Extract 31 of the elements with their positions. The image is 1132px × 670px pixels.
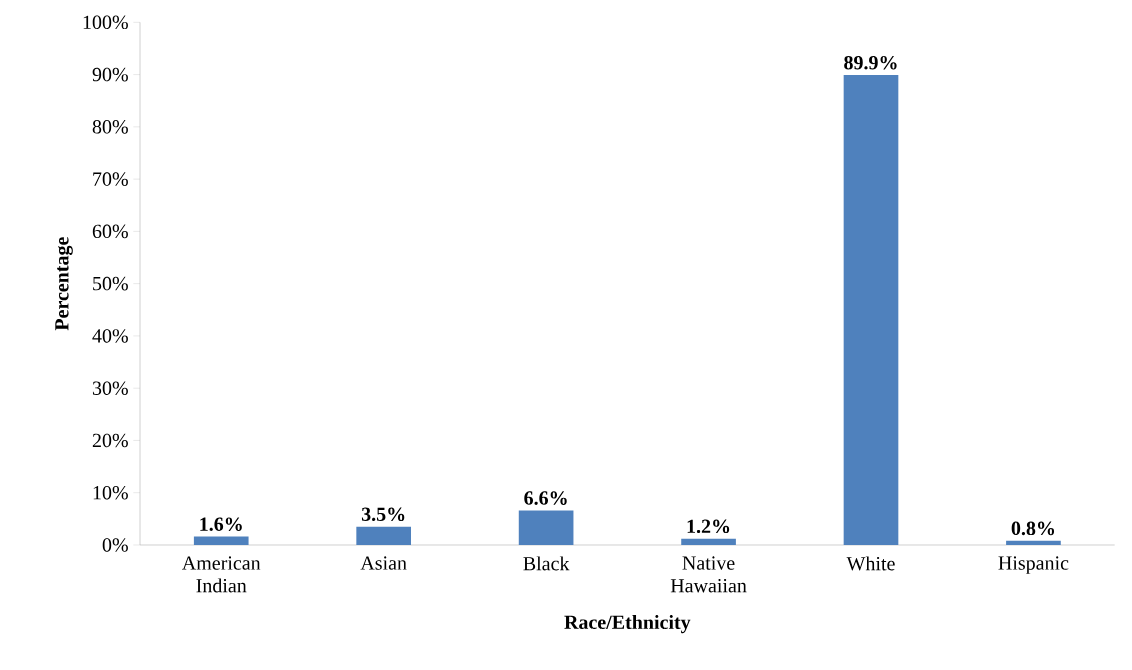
y-tick-label: 90%: [92, 67, 128, 82]
y-tick-label: 60%: [92, 224, 128, 239]
y-tick-label: 50%: [93, 276, 128, 291]
y-tick-label: 100%: [83, 15, 128, 30]
y-tick-label: 10%: [93, 485, 128, 500]
y-tick-label: 40%: [92, 329, 128, 343]
y-tick-label: 30%: [92, 381, 128, 395]
y-tick-label: 80%: [92, 120, 128, 134]
data-label: 1.6%: [200, 517, 242, 532]
x-tick-label: Native Hawaiian: [670, 556, 747, 593]
bar: [1006, 540, 1061, 545]
data-label: 0.8%: [1011, 521, 1055, 536]
y-axis-title: Percentage: [55, 237, 73, 331]
bar: [193, 536, 249, 545]
y-tick-label: 0%: [102, 538, 128, 552]
y-tick-label: 20%: [92, 433, 128, 448]
data-label: 89.9%: [844, 55, 897, 70]
data-label: 3.5%: [361, 507, 405, 522]
x-tick-label: American Indian: [181, 556, 261, 593]
x-axis-title: Race/Ethnicity: [564, 614, 691, 634]
x-tick-label: Hispanic: [998, 556, 1069, 574]
x-tick-label: Asian: [360, 556, 407, 570]
bar: [356, 526, 412, 545]
bar: [681, 538, 736, 545]
x-tick-label: Black: [523, 556, 570, 571]
data-label: 6.6%: [524, 491, 567, 505]
x-tick-label: White: [846, 556, 895, 571]
y-tick-label: 70%: [93, 172, 128, 186]
data-label: 1.2%: [687, 519, 730, 534]
bar: [843, 75, 899, 545]
bar: [518, 510, 574, 545]
